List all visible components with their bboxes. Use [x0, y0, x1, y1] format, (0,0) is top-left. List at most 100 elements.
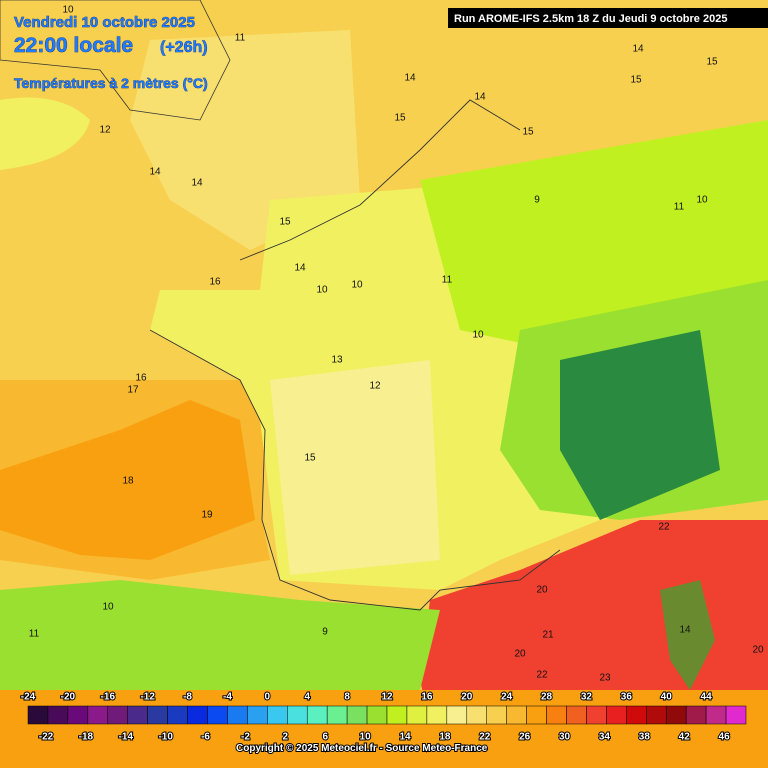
color-swatch	[526, 705, 547, 725]
contour-label: 13	[331, 355, 343, 366]
date: Vendredi 10 octobre 2025	[14, 14, 195, 31]
variable: Températures à 2 mètres (°C)	[14, 75, 208, 91]
color-swatch	[366, 705, 388, 725]
contour-label: 15	[279, 217, 291, 228]
coastline	[149, 99, 561, 611]
corsica	[660, 580, 715, 690]
scale-top-label: -20	[61, 692, 76, 703]
scale-bottom-label: 22	[479, 732, 491, 743]
contour-label: 20	[752, 645, 764, 656]
color-swatch	[626, 705, 647, 725]
scale-bottom-label: 38	[639, 732, 651, 743]
color-swatch	[346, 705, 368, 725]
scale-bottom-label: 2	[283, 732, 289, 743]
color-swatch	[446, 705, 468, 725]
contour-label: 9	[534, 195, 540, 206]
pyrenees-spain	[0, 580, 440, 690]
scale-top-label: 44	[701, 692, 713, 703]
contour-label: 9	[322, 627, 328, 638]
color-swatch	[705, 705, 727, 725]
scale-top-label: 32	[581, 692, 593, 703]
contour-label: 16	[209, 277, 221, 288]
scale-top-label: 8	[344, 692, 350, 703]
run-box	[448, 8, 768, 28]
contour-label: 18	[122, 476, 134, 487]
color-swatch	[646, 705, 667, 725]
contour-label: 20	[514, 649, 526, 660]
color-swatch	[247, 705, 268, 725]
alps-high	[560, 330, 720, 520]
contour-label: 11	[235, 33, 246, 44]
atlantic-warm	[0, 400, 255, 560]
contour-label: 14	[294, 263, 306, 274]
scale-top-label: -4	[223, 692, 232, 703]
scale-top-label: -16	[101, 692, 116, 703]
contour-label: 15	[706, 57, 718, 68]
color-swatch	[566, 705, 587, 725]
color-swatch	[546, 705, 567, 725]
scale-bottom-label: 34	[599, 732, 611, 743]
color-swatch	[207, 705, 228, 725]
color-swatch	[127, 705, 148, 725]
contour-label: 21	[542, 630, 554, 641]
contour-label: 10	[316, 285, 328, 296]
contour-label: 14	[404, 73, 416, 84]
scale-bottom-label: 6	[322, 732, 328, 743]
offset: (+26h)	[160, 39, 208, 56]
color-swatch	[406, 705, 428, 725]
cool-patch	[0, 97, 90, 170]
scale-bottom-label: -2	[241, 732, 250, 743]
contour-label: 10	[472, 330, 484, 341]
channel	[130, 30, 360, 250]
color-swatch	[506, 705, 527, 725]
color-swatch	[47, 705, 69, 725]
contour-label: 23	[599, 673, 611, 684]
color-swatch	[87, 705, 109, 725]
contour-label: 11	[674, 202, 685, 213]
color-scale: -24 -20 -16 -12 -8 -4 0 4 8 12 16 20 24 28 32 36 40 44-22…	[20, 691, 747, 744]
contour-label: 15	[630, 75, 642, 86]
contour-label: 10	[62, 5, 74, 16]
scale-top-label: 0	[265, 692, 271, 703]
land-west	[270, 360, 440, 575]
contour-label: 17	[127, 385, 139, 396]
scale-top-label: 16	[421, 692, 433, 703]
contour-label: 14	[191, 178, 203, 189]
scale-bottom-label: 10	[360, 732, 372, 743]
color-swatch	[426, 705, 448, 725]
color-swatch	[725, 705, 747, 725]
contour-label: 12	[369, 381, 381, 392]
scale-top-label: 24	[501, 692, 513, 703]
scale-bottom-label: 46	[719, 732, 731, 743]
contour-label: 10	[351, 280, 363, 291]
scale-bottom-label: -18	[79, 732, 94, 743]
color-swatch	[187, 705, 208, 725]
contour-label: 11	[29, 629, 40, 640]
contour-label: 11	[442, 275, 453, 286]
color-swatch	[267, 705, 288, 725]
contour-label: 14	[149, 167, 161, 178]
color-swatch	[67, 705, 89, 725]
color-swatch	[685, 705, 707, 725]
color-swatch	[227, 705, 248, 725]
run-info: Run AROME-IFS 2.5km 18 Z du Jeudi 9 octo…	[454, 13, 727, 25]
contour-label: 14	[679, 625, 691, 636]
scale-bottom-label: 30	[559, 732, 571, 743]
credit: Copyright © 2025 Meteociel.fr - Source M…	[236, 743, 488, 754]
contour-label: 10	[102, 602, 114, 613]
contour-label: 20	[536, 585, 548, 596]
color-swatch	[606, 705, 627, 725]
color-swatch	[386, 705, 408, 725]
scale-top-label: 28	[541, 692, 553, 703]
contour-label: 19	[201, 510, 213, 521]
color-swatch	[27, 705, 49, 725]
scale-bottom-label: 14	[399, 732, 411, 743]
contour-label: 14	[632, 44, 644, 55]
color-swatch	[167, 705, 188, 725]
contour-label: 15	[304, 453, 316, 464]
scale-top-label: 36	[621, 692, 633, 703]
color-swatch	[665, 705, 687, 725]
color-swatch	[306, 705, 328, 725]
